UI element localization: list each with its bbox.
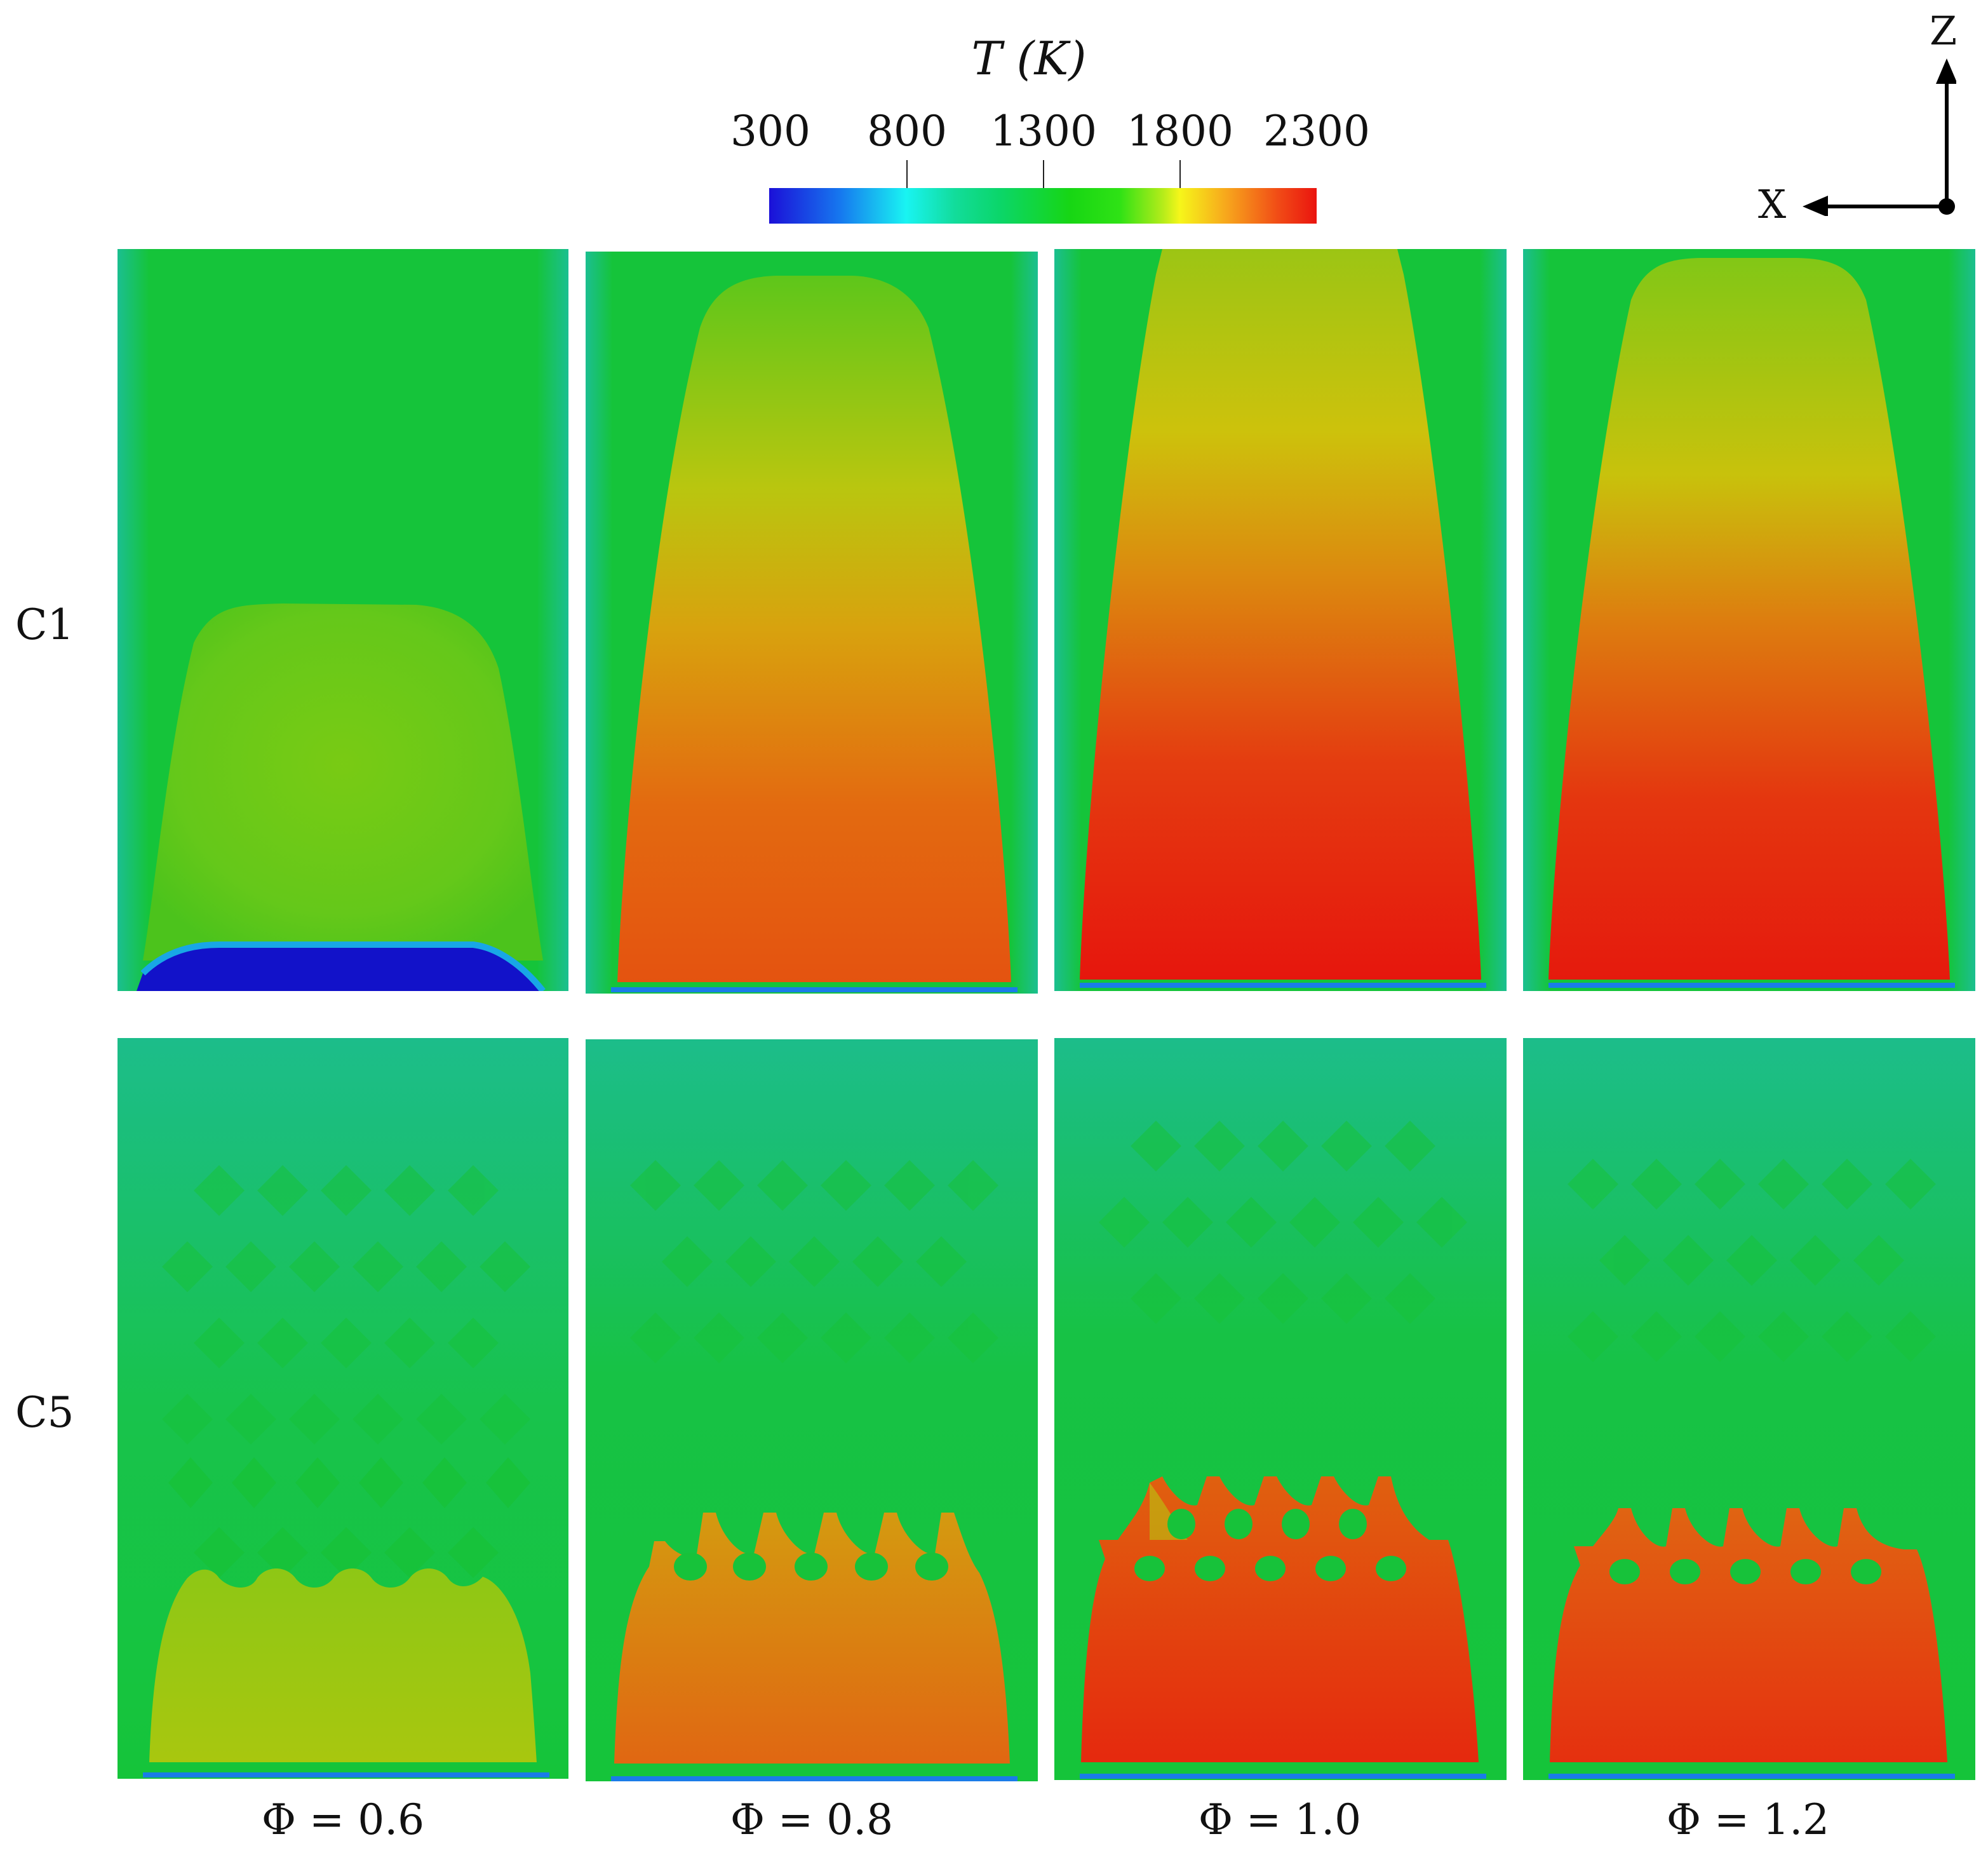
row-label-c1: C1: [15, 600, 74, 649]
colorbar-tick-label: 1300: [990, 107, 1097, 156]
contour-panel-c1-phi-0.6: [118, 249, 568, 991]
contour-panel-c1-phi-0.8: [586, 252, 1038, 994]
colorbar-title: T (K): [971, 32, 1087, 85]
colorbar-tick-label: 2300: [1263, 107, 1370, 156]
column-label-phi-0.6: Φ = 0.6: [261, 1795, 425, 1844]
contour-panel-c5-phi-1.2: [1523, 1038, 1975, 1780]
colorbar-tick-label: 800: [867, 107, 947, 156]
colorbar-tick-label: 1800: [1127, 107, 1233, 156]
colorbar-tick-label: 300: [730, 107, 810, 156]
contour-panel-c1-phi-1.2: [1523, 249, 1975, 991]
column-label-phi-1.2: Φ = 1.2: [1666, 1795, 1830, 1844]
column-label-phi-0.8: Φ = 0.8: [730, 1795, 894, 1844]
contour-panel-c5-phi-1.0: [1054, 1038, 1507, 1780]
contour-panel-c5-phi-0.8: [586, 1039, 1038, 1781]
contour-panel-c1-phi-1.0: [1054, 249, 1507, 991]
colorbar-tick-mark: [906, 160, 908, 188]
axis-z-label: Z: [1930, 8, 1958, 54]
row-label-c5: C5: [15, 1388, 74, 1437]
contour-panel-c5-phi-0.6: [118, 1038, 568, 1779]
colorbar-tick-mark: [1043, 160, 1044, 188]
column-label-phi-1.0: Φ = 1.0: [1198, 1795, 1362, 1844]
colorbar-gradient: [769, 188, 1317, 224]
axis-x-label: X: [1758, 181, 1787, 227]
colorbar-tick-mark: [1179, 160, 1181, 188]
axis-triad-icon: [1803, 58, 1956, 216]
